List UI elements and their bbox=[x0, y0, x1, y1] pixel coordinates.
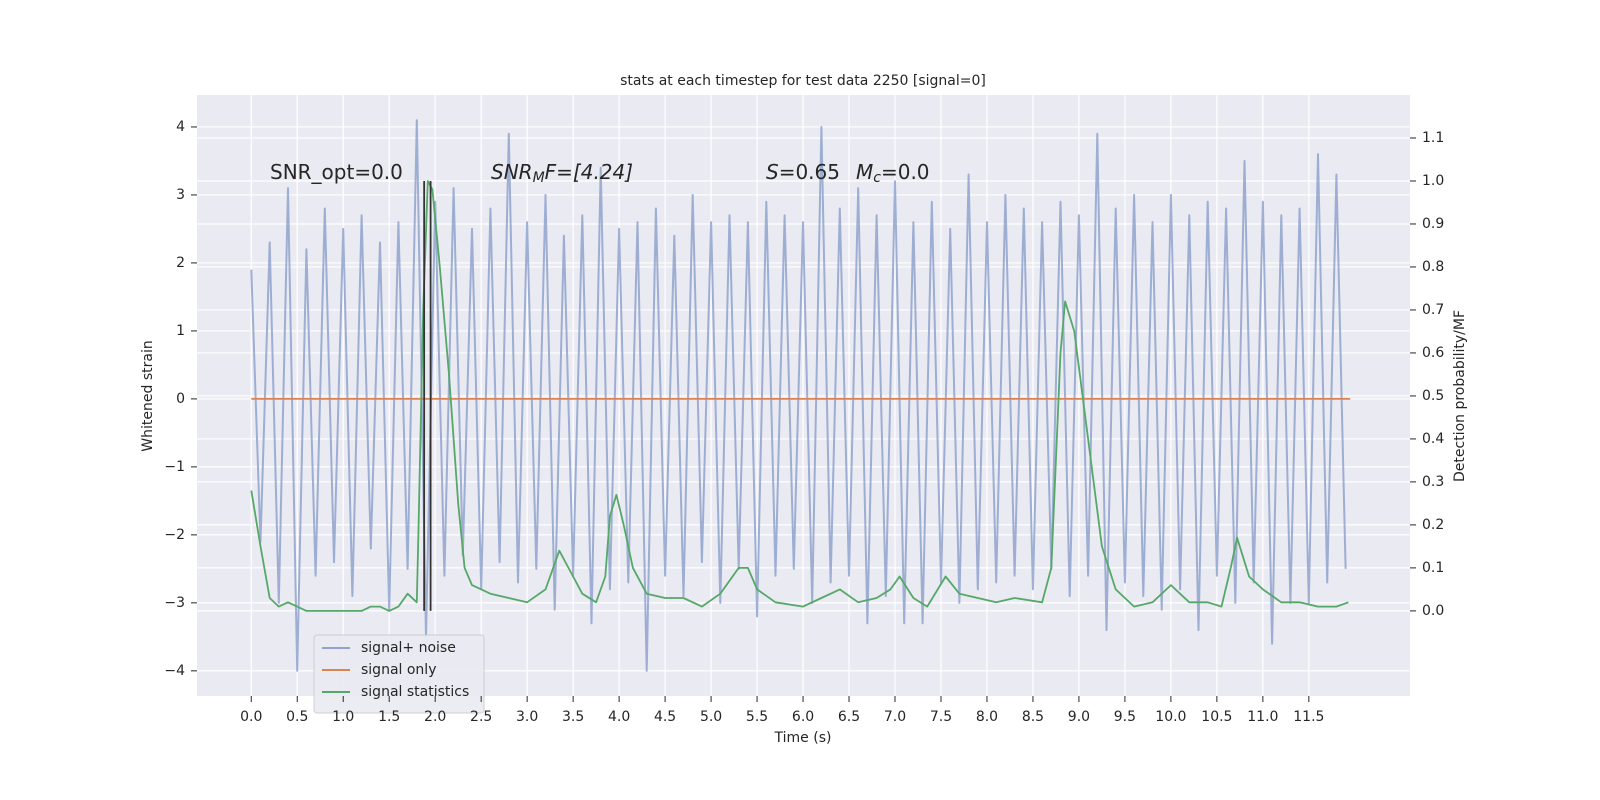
grid bbox=[197, 95, 1410, 696]
y2-tick-label: 0.6 bbox=[1422, 345, 1444, 361]
y2-tick-label: 0.7 bbox=[1422, 302, 1444, 318]
y2-tick-label: 0.0 bbox=[1422, 603, 1444, 619]
y2-tick-label: 0.5 bbox=[1422, 388, 1444, 404]
y2-tick-label: 1.0 bbox=[1422, 173, 1444, 189]
y-tick-label: −3 bbox=[164, 595, 185, 611]
legend-box bbox=[313, 634, 485, 714]
y2-axis-label: Detection probability/MF bbox=[1452, 310, 1468, 482]
x-tick-label: 2.0 bbox=[424, 709, 446, 725]
y2-tick-label: 0.3 bbox=[1422, 474, 1444, 490]
x-tick-label: 0.0 bbox=[240, 709, 262, 725]
x-tick-label: 11.5 bbox=[1293, 709, 1324, 725]
x-tick-label: 0.5 bbox=[286, 709, 308, 725]
x-tick-label: 11.0 bbox=[1247, 709, 1278, 725]
x-tick-label: 6.5 bbox=[838, 709, 860, 725]
y-tick-label: 0 bbox=[176, 391, 185, 407]
y2-tick-label: 0.2 bbox=[1422, 517, 1444, 533]
x-tick-label: 8.5 bbox=[1022, 709, 1044, 725]
line-series bbox=[250, 119, 1347, 672]
x-tick-label: 5.0 bbox=[700, 709, 722, 725]
x-tick-label: 10.5 bbox=[1201, 709, 1232, 725]
x-tick-label: 3.5 bbox=[562, 709, 584, 725]
x-tick-label: 2.5 bbox=[470, 709, 492, 725]
x-tick-label: 5.5 bbox=[746, 709, 768, 725]
x-tick-label: 1.5 bbox=[378, 709, 400, 725]
annotation: S=0.65 Mc=0.0 bbox=[766, 160, 930, 187]
x-tick-label: 7.0 bbox=[884, 709, 906, 725]
y2-tick-label: 1.1 bbox=[1422, 130, 1444, 146]
x-tick-label: 1.0 bbox=[332, 709, 354, 725]
x-tick-label: 9.5 bbox=[1114, 709, 1136, 725]
x-tick-label: 7.5 bbox=[930, 709, 952, 725]
x-tick-label: 3.0 bbox=[516, 709, 538, 725]
y-tick-label: −1 bbox=[164, 459, 185, 475]
x-axis-label: Time (s) bbox=[774, 730, 832, 746]
y-tick-label: 2 bbox=[176, 255, 185, 271]
y2-tick-label: 0.4 bbox=[1422, 431, 1444, 447]
x-tick-label: 9.0 bbox=[1068, 709, 1090, 725]
marks bbox=[250, 119, 1351, 672]
chart-title: stats at each timestep for test data 225… bbox=[620, 73, 986, 89]
y-tick-label: 1 bbox=[176, 323, 185, 339]
x-tick-label: 10.0 bbox=[1155, 709, 1186, 725]
x-tick-label: 4.0 bbox=[608, 709, 630, 725]
line-series bbox=[250, 180, 1349, 612]
legend: signal+ noise signal only signal statistic… bbox=[313, 634, 485, 714]
legend-label: signal statistics bbox=[361, 684, 469, 700]
y-tick-label: −2 bbox=[164, 527, 185, 543]
y-tick-label: 3 bbox=[176, 187, 185, 203]
x-tick-label: 6.0 bbox=[792, 709, 814, 725]
y-tick-label: 4 bbox=[176, 119, 185, 135]
y2-tick-label: 0.9 bbox=[1422, 216, 1444, 232]
y2-tick-label: 0.8 bbox=[1422, 259, 1444, 275]
legend-label: signal only bbox=[361, 662, 436, 678]
x-tick-label: 4.5 bbox=[654, 709, 676, 725]
y-axis-label: Whitened strain bbox=[140, 340, 156, 451]
annotation: SNR_opt=0.0 bbox=[270, 160, 403, 184]
y-tick-label: −4 bbox=[164, 663, 185, 679]
x-tick-label: 8.0 bbox=[976, 709, 998, 725]
annotation: SNRMF=[4.24] bbox=[491, 160, 633, 187]
y2-tick-label: 0.1 bbox=[1422, 560, 1444, 576]
legend-label: signal+ noise bbox=[361, 640, 456, 656]
